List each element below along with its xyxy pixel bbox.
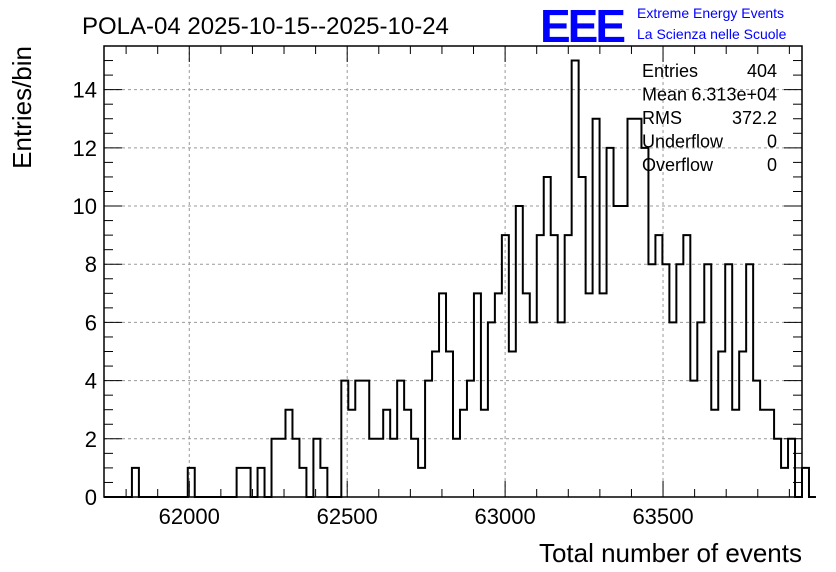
- x-tick-label: 63000: [475, 504, 536, 529]
- y-tick-label: 8: [85, 252, 97, 277]
- stats-value: 0: [767, 155, 777, 175]
- y-tick-label: 12: [73, 136, 97, 161]
- stats-label: RMS: [642, 108, 682, 128]
- eee-logo-letters: EEE: [540, 0, 624, 52]
- y-tick-label: 10: [73, 194, 97, 219]
- eee-logo-line2: La Scienza nelle Scuole: [637, 26, 787, 42]
- y-tick-label: 14: [73, 78, 97, 103]
- stats-label: Entries: [642, 61, 698, 81]
- stats-label: Mean: [642, 85, 687, 105]
- chart-title: POLA-04 2025-10-15--2025-10-24: [82, 13, 449, 40]
- y-tick-label: 4: [85, 369, 97, 394]
- stats-value: 0: [767, 132, 777, 152]
- stats-label: Overflow: [642, 155, 714, 175]
- y-tick-label: 0: [85, 485, 97, 510]
- histogram-step-line: [104, 59, 816, 498]
- x-axis-label: Total number of events: [539, 538, 802, 568]
- x-tick-label: 62500: [317, 504, 378, 529]
- stats-value: 404: [747, 61, 777, 81]
- x-tick-label: 62000: [159, 504, 220, 529]
- plot-frame: [103, 45, 803, 498]
- x-tick-label: 63500: [632, 504, 693, 529]
- stats-box: Entries 404 Mean 6.313e+04 RMS 372.2 Underflow…: [642, 61, 777, 175]
- y-tick-label: 2: [85, 427, 97, 452]
- axis-ticks: [104, 45, 802, 498]
- eee-logo-line1: Extreme Energy Events: [637, 5, 784, 21]
- stats-value: 6.313e+04: [691, 85, 777, 105]
- y-tick-label: 6: [85, 310, 97, 335]
- stats-label: Underflow: [642, 132, 724, 152]
- tick-labels: 62000 62500 63000 63500 0 2 4 6 8 10 12 14: [73, 78, 694, 529]
- stats-value: 372.2: [732, 108, 777, 128]
- eee-logo: EEE Extreme Energy Events La Scienza nel…: [540, 0, 787, 52]
- y-axis-label: Entries/bin: [7, 46, 37, 169]
